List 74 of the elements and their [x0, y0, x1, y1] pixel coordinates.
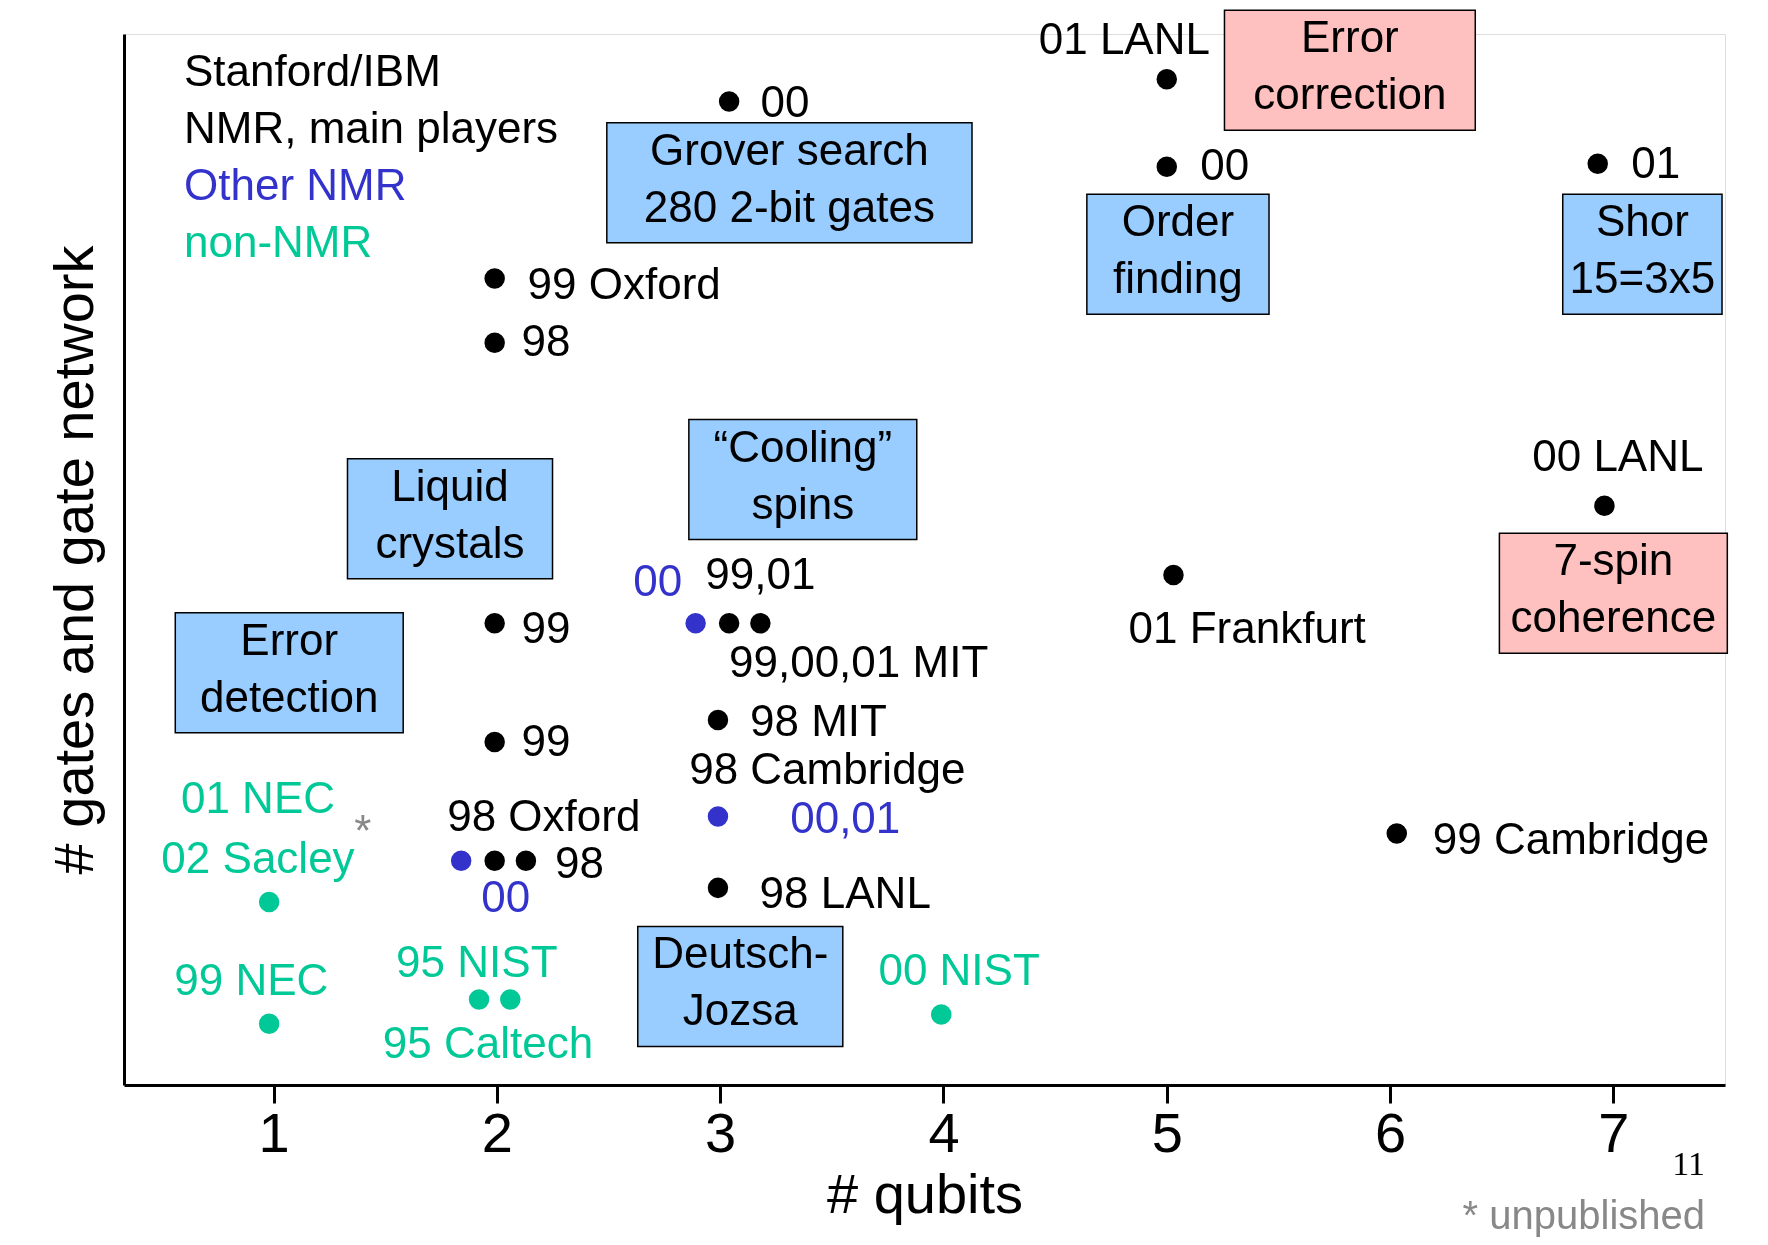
point [931, 1004, 952, 1025]
annotation: Grover search 280 2-bit gates [643, 124, 935, 231]
point [1156, 69, 1178, 90]
annotation: 98 MIT [749, 695, 887, 745]
annotation: 98 Cambridge [689, 744, 966, 794]
annotation: 02 Sacley [161, 832, 355, 882]
text: * unpublished [1462, 1193, 1705, 1237]
annotation: Order finding [1113, 196, 1243, 303]
point [484, 731, 505, 753]
point [484, 850, 505, 871]
x-tick-label: 7 [1598, 1100, 1630, 1164]
annotation: Error detection [199, 614, 379, 721]
annotation: 00 NIST [878, 945, 1040, 995]
annotation: 99 [521, 716, 571, 766]
point [750, 613, 771, 634]
point [484, 613, 505, 634]
point [707, 709, 729, 731]
point [1163, 564, 1184, 586]
text: non-NMR [184, 217, 373, 266]
x-tick-label: 6 [1374, 1100, 1407, 1164]
point [707, 877, 729, 899]
annotation: 99 Cambridge [1432, 813, 1710, 863]
annotation: “Cooling” spins [713, 421, 893, 528]
annotation: 01 Frankfurt [1128, 603, 1366, 653]
point [707, 806, 729, 827]
point [258, 891, 280, 913]
annotation: Error correction [1253, 12, 1447, 119]
text: Stanford/IBM NMR, main players [184, 46, 559, 152]
annotation: Deutsch- Jozsa [652, 928, 829, 1035]
annotation: Liquid crystals [375, 460, 525, 567]
annotation: 99 [521, 603, 571, 653]
x-tick-label: 5 [1151, 1100, 1183, 1164]
annotation: 95 NIST [396, 937, 558, 987]
point [450, 850, 472, 871]
annotation: 99,00,01 MIT [729, 636, 989, 686]
y-axis-title: # gates and gate network [41, 244, 105, 875]
point [685, 613, 706, 634]
text: 11 [1672, 1145, 1705, 1182]
annotation: 99,01 [705, 549, 816, 599]
annotation: 00 LANL [1532, 431, 1704, 481]
x-tick-label: 1 [258, 1100, 290, 1164]
annotation: 99 Oxford [527, 259, 721, 309]
annotation: 99 NEC [174, 955, 329, 1005]
annotation: 98 [521, 315, 571, 365]
point [1156, 156, 1178, 177]
x-tick-label: 4 [928, 1100, 960, 1164]
annotation: Shor 15=3x5 [1569, 196, 1716, 303]
annotation: 01 NEC [180, 773, 336, 823]
annotation: 7-spin coherence [1510, 535, 1717, 642]
point [484, 332, 505, 353]
x-tick-label: 3 [705, 1100, 737, 1164]
annotation: 00 [633, 556, 683, 606]
point [484, 268, 505, 289]
annotation: 95 Caltech [382, 1017, 594, 1067]
point [718, 613, 740, 634]
annotation: 00 [481, 871, 531, 921]
x-axis-title: # qubits [826, 1161, 1024, 1225]
point [718, 91, 740, 112]
point [515, 850, 537, 871]
annotation: 00 [1200, 139, 1250, 189]
annotation: * [354, 805, 372, 855]
text: Other NMR [184, 160, 407, 209]
text: 01 LANL [1038, 14, 1210, 64]
point [468, 989, 490, 1010]
annotation: 00,01 [790, 793, 901, 843]
annotation: 01 [1631, 137, 1681, 187]
point [258, 1013, 280, 1034]
point [1594, 495, 1615, 516]
x-tick-label: 2 [481, 1100, 513, 1164]
point [500, 989, 521, 1010]
point [1587, 153, 1608, 174]
point [1386, 823, 1408, 844]
annotation: 98 LANL [759, 867, 931, 917]
annotation: 00 [760, 77, 810, 127]
